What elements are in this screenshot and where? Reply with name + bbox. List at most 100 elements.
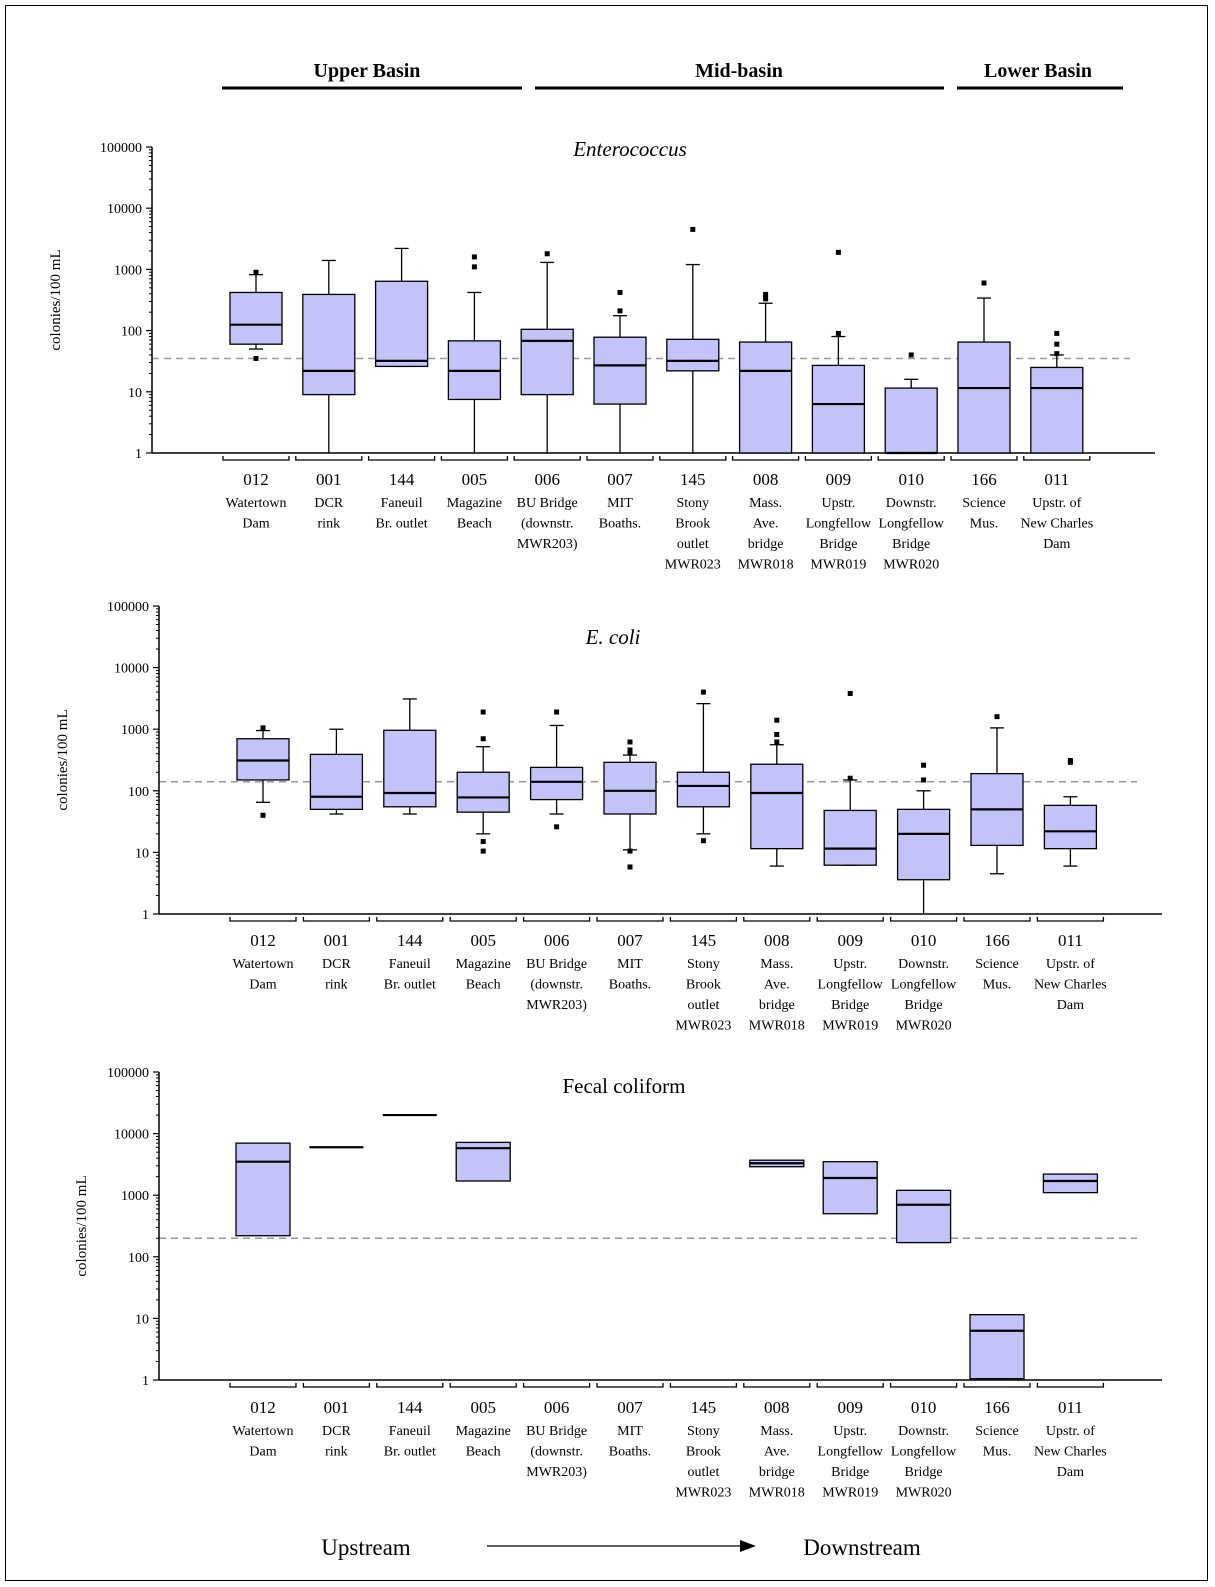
- site-name-label: Upstr. of: [1046, 1424, 1095, 1439]
- site-code-label: 010: [911, 931, 937, 950]
- site-name-label: Science: [975, 957, 1019, 972]
- box-009: [823, 690, 877, 866]
- site-name-label: rink: [325, 1445, 348, 1460]
- outlier-point: [554, 824, 560, 830]
- y-tick-label: 10: [135, 846, 149, 861]
- iqr-box: [1043, 804, 1098, 850]
- y-tick-label: 100: [128, 1251, 149, 1266]
- site-name-label: Bridge: [905, 998, 943, 1013]
- site-name-label: Dam: [249, 978, 276, 993]
- iqr-box: [383, 729, 437, 808]
- site-name-label: Br. outlet: [384, 978, 436, 993]
- site-code-label: 007: [617, 931, 643, 950]
- flow-arrow-head: [740, 1540, 756, 1552]
- site-code-label: 005: [470, 1398, 496, 1417]
- site-name-label: MWR018: [738, 558, 794, 573]
- outlier-point: [627, 864, 633, 870]
- iqr-box: [895, 1189, 952, 1244]
- y-tick-label: 10: [135, 1312, 149, 1327]
- site-name-label: Faneuil: [389, 1424, 431, 1439]
- category-bracket: [950, 456, 1018, 461]
- site-code-label: 010: [911, 1398, 937, 1417]
- site-name-label: Faneuil: [381, 496, 423, 511]
- site-name-label: bridge: [759, 998, 795, 1013]
- iqr-box: [884, 387, 938, 454]
- box-011: [1043, 758, 1098, 867]
- outlier-point: [835, 330, 841, 336]
- outlier-point: [908, 352, 914, 358]
- site-name-label: Magazine: [447, 496, 502, 511]
- category-bracket: [743, 917, 811, 922]
- category-bracket: [513, 456, 581, 461]
- category-bracket: [596, 917, 664, 922]
- outlier-point: [700, 689, 706, 695]
- site-name-label: Mus.: [983, 1445, 1011, 1460]
- site-name-label: Bridge: [819, 537, 857, 552]
- site-code-label: 007: [617, 1398, 643, 1417]
- category-bracket: [376, 917, 444, 922]
- site-name-label: DCR: [322, 1424, 351, 1439]
- site-name-label: rink: [318, 517, 341, 532]
- site-name-label: Mus.: [970, 517, 998, 532]
- box-144: [374, 247, 429, 368]
- iqr-box: [750, 763, 804, 850]
- box-010: [895, 1189, 952, 1244]
- outlier-point: [253, 356, 259, 362]
- site-name-label: outlet: [687, 998, 719, 1013]
- site-name-label: Downstr.: [886, 496, 937, 511]
- site-name-label: MWR203): [526, 998, 587, 1013]
- site-code-label: 006: [544, 931, 570, 950]
- site-name-label: Ave.: [764, 978, 790, 993]
- site-name-label: Upstr.: [833, 1424, 867, 1439]
- site-name-label: Brook: [686, 1445, 721, 1460]
- site-name-label: Bridge: [831, 1465, 869, 1480]
- site-name-label: Longfellow: [818, 978, 884, 993]
- iqr-box: [229, 291, 283, 345]
- site-code-label: 005: [462, 470, 488, 489]
- outlier-point: [921, 777, 927, 783]
- y-tick-label: 100: [128, 785, 149, 800]
- chart-panel-2: 1 10 100 1000 10000 100000 colonies/100 mL E. c…: [55, 600, 1162, 1034]
- box-012: [236, 725, 290, 818]
- site-name-label: Faneuil: [389, 957, 431, 972]
- category-bracket: [731, 456, 800, 461]
- outlier-point: [480, 709, 486, 715]
- site-code-label: 009: [837, 931, 863, 950]
- iqr-box: [529, 766, 584, 801]
- site-code-label: 012: [250, 931, 276, 950]
- site-name-label: Longfellow: [891, 978, 957, 993]
- site-name-label: Stony: [676, 496, 709, 511]
- site-name-label: New Charles: [1034, 978, 1107, 993]
- site-code-label: 008: [764, 931, 790, 950]
- iqr-box: [896, 808, 951, 881]
- site-name-label: Dam: [1043, 537, 1070, 552]
- site-code-label: 145: [691, 1398, 717, 1417]
- outlier-point: [253, 269, 259, 275]
- category-bracket: [1036, 917, 1105, 922]
- site-name-label: BU Bridge: [517, 496, 578, 511]
- outlier-point: [763, 291, 769, 297]
- site-name-label: Dam: [1057, 1465, 1084, 1480]
- category-bracket: [440, 456, 509, 461]
- iqr-box: [969, 1314, 1025, 1380]
- iqr-box: [823, 809, 877, 866]
- site-name-label: Ave.: [753, 517, 779, 532]
- site-name-label: Bridge: [905, 1465, 943, 1480]
- site-code-label: 011: [1058, 1398, 1083, 1417]
- site-name-label: BU Bridge: [526, 957, 587, 972]
- y-axis-label: colonies/100 mL: [74, 1175, 90, 1276]
- iqr-box: [957, 341, 1011, 454]
- category-bracket: [302, 917, 371, 922]
- site-name-label: MWR023: [665, 558, 721, 573]
- site-name-label: Magazine: [456, 1424, 511, 1439]
- site-name-label: New Charles: [1020, 517, 1093, 532]
- y-tick-label: 10000: [114, 1128, 149, 1143]
- basin-label-upper: Upper Basin: [314, 60, 421, 82]
- site-name-label: MWR203): [526, 1465, 587, 1480]
- box-010: [896, 762, 951, 914]
- site-name-label: Brook: [686, 978, 721, 993]
- y-tick-label: 10000: [107, 202, 142, 217]
- site-code-label: 006: [544, 1398, 570, 1417]
- box-008: [738, 291, 793, 454]
- site-name-label: Mass.: [749, 496, 782, 511]
